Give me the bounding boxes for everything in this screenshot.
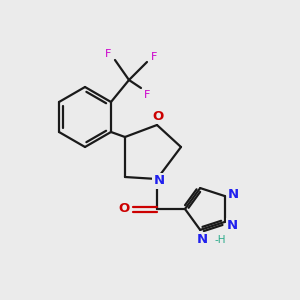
Text: F: F <box>144 90 150 100</box>
Text: -H: -H <box>214 235 226 245</box>
Text: O: O <box>118 202 130 215</box>
Text: O: O <box>152 110 164 122</box>
Text: N: N <box>227 219 238 232</box>
Text: N: N <box>153 175 164 188</box>
Text: F: F <box>151 52 157 62</box>
Text: N: N <box>228 188 239 201</box>
Text: N: N <box>196 233 208 246</box>
Text: F: F <box>105 49 111 59</box>
